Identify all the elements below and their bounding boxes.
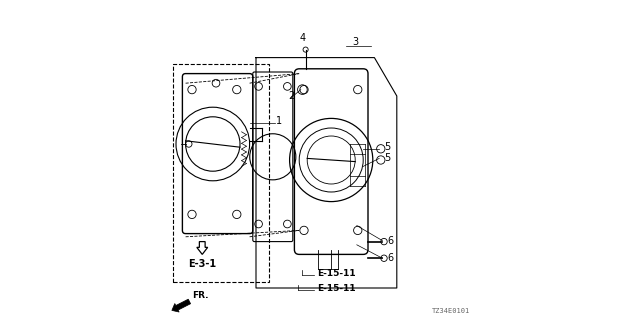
FancyArrow shape <box>172 299 191 312</box>
Text: E-15-11: E-15-11 <box>317 284 355 293</box>
Text: 3: 3 <box>352 36 358 47</box>
Text: 6: 6 <box>387 253 394 263</box>
Text: 5: 5 <box>384 142 390 152</box>
Text: 6: 6 <box>387 236 394 246</box>
Text: 2: 2 <box>288 91 294 101</box>
Text: 4: 4 <box>300 33 305 44</box>
Text: E-3-1: E-3-1 <box>188 259 216 269</box>
Text: E-15-11: E-15-11 <box>317 269 355 278</box>
FancyArrow shape <box>197 242 207 254</box>
Text: FR.: FR. <box>192 291 209 300</box>
Text: 5: 5 <box>384 153 390 164</box>
Text: 1: 1 <box>276 116 282 126</box>
Text: TZ34E0101: TZ34E0101 <box>432 308 470 314</box>
